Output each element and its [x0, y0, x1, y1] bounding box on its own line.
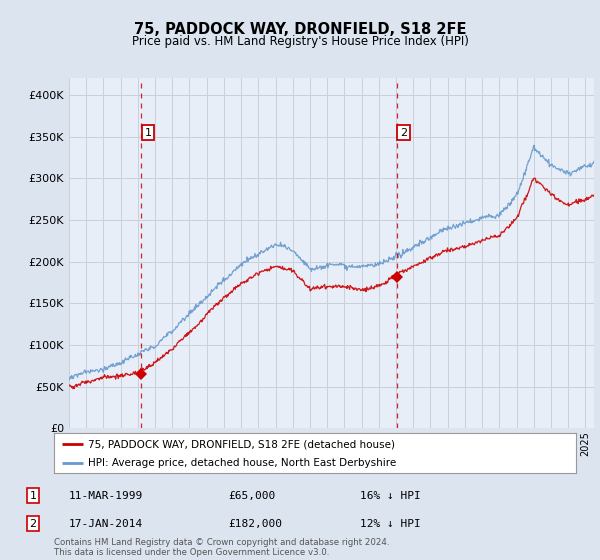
Text: Price paid vs. HM Land Registry's House Price Index (HPI): Price paid vs. HM Land Registry's House … [131, 35, 469, 48]
Text: 75, PADDOCK WAY, DRONFIELD, S18 2FE (detached house): 75, PADDOCK WAY, DRONFIELD, S18 2FE (det… [88, 439, 395, 449]
Text: 1: 1 [29, 491, 37, 501]
Text: 11-MAR-1999: 11-MAR-1999 [69, 491, 143, 501]
Text: 75, PADDOCK WAY, DRONFIELD, S18 2FE: 75, PADDOCK WAY, DRONFIELD, S18 2FE [134, 22, 466, 38]
Text: 2: 2 [29, 519, 37, 529]
Text: 1: 1 [145, 128, 152, 138]
Text: HPI: Average price, detached house, North East Derbyshire: HPI: Average price, detached house, Nort… [88, 458, 396, 468]
Text: 2: 2 [400, 128, 407, 138]
Text: Contains HM Land Registry data © Crown copyright and database right 2024.
This d: Contains HM Land Registry data © Crown c… [54, 538, 389, 557]
Text: 12% ↓ HPI: 12% ↓ HPI [360, 519, 421, 529]
Text: 17-JAN-2014: 17-JAN-2014 [69, 519, 143, 529]
Text: £65,000: £65,000 [228, 491, 275, 501]
Text: 16% ↓ HPI: 16% ↓ HPI [360, 491, 421, 501]
Text: £182,000: £182,000 [228, 519, 282, 529]
